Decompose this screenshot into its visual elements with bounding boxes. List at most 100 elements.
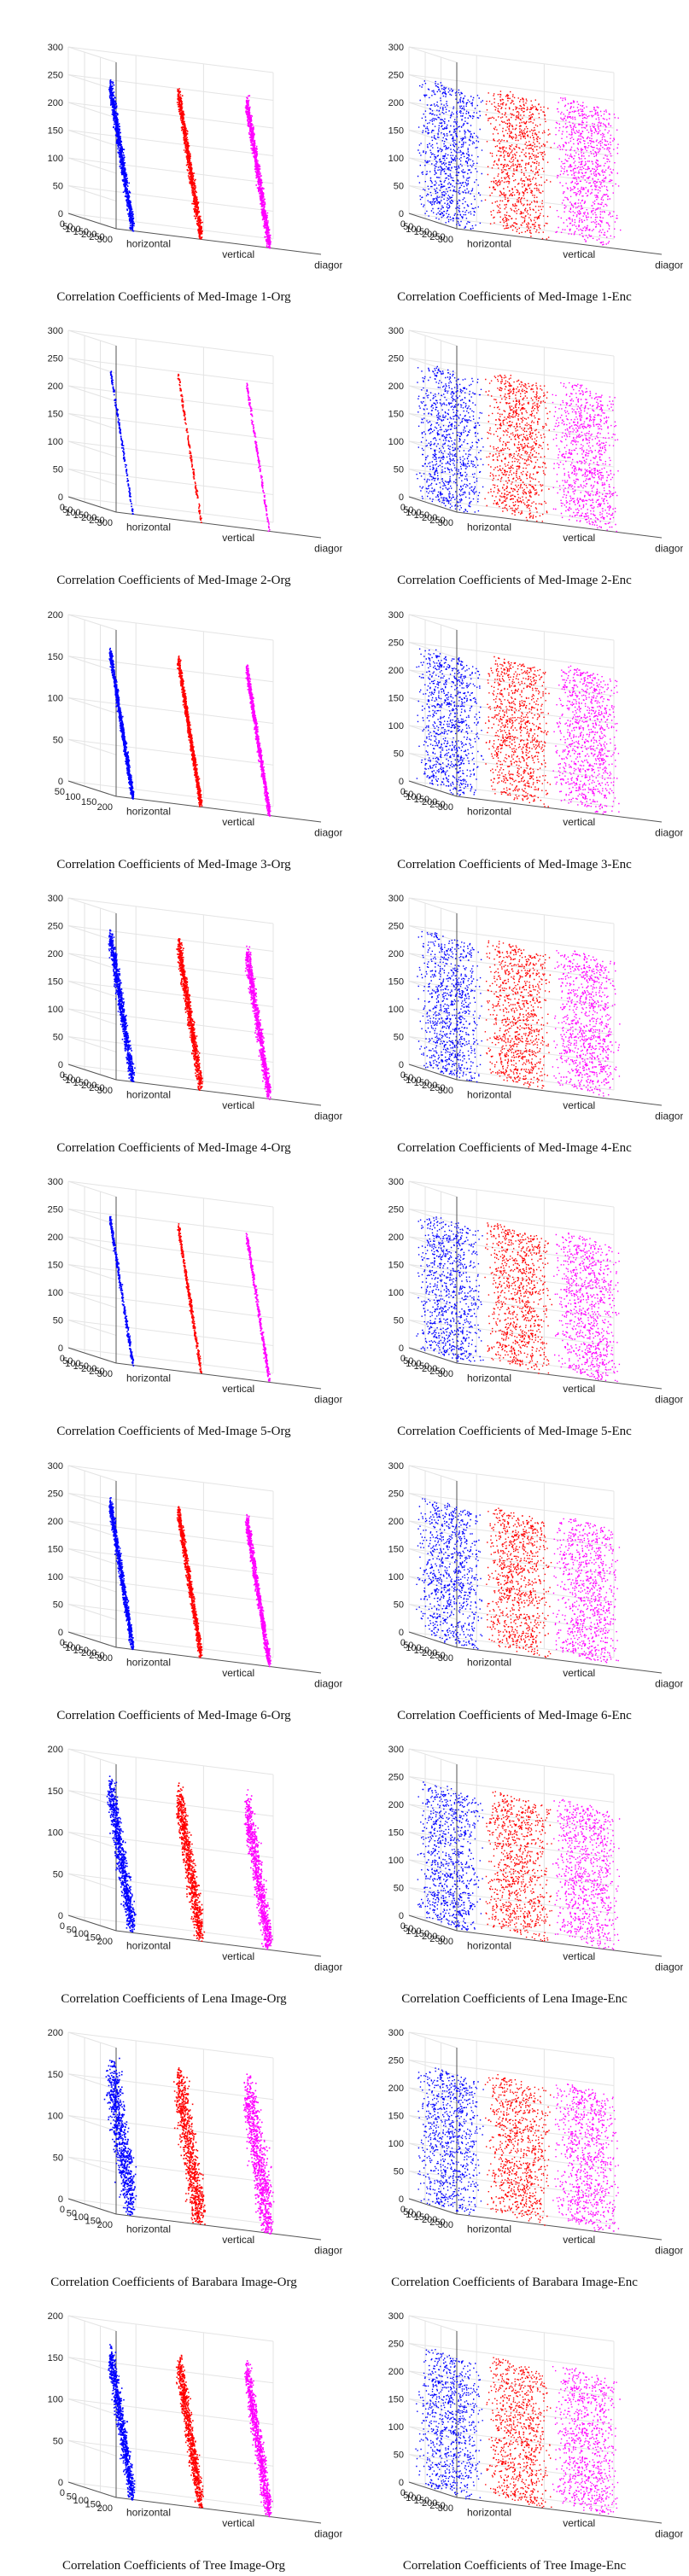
grid-line bbox=[67, 780, 274, 807]
series-diagonal-points bbox=[552, 382, 619, 533]
series-diagonal-points bbox=[244, 1513, 272, 1668]
z-tick-label: 50 bbox=[53, 1316, 63, 1326]
z-axis-label: diagonal bbox=[655, 1677, 683, 1689]
y-tick-label: 100 bbox=[406, 2210, 421, 2220]
y-tick-label: 150 bbox=[414, 1361, 429, 1372]
grid-line bbox=[408, 1493, 458, 1509]
y-tick-label: 300 bbox=[438, 1653, 453, 1664]
axes bbox=[408, 2048, 663, 2241]
z-tick-label: 100 bbox=[48, 154, 63, 164]
grid-line bbox=[408, 185, 458, 201]
grid-line bbox=[67, 1465, 274, 1492]
grid-line bbox=[67, 102, 117, 119]
grid-line bbox=[408, 981, 615, 1007]
z-tick-label: 300 bbox=[48, 43, 63, 53]
axes bbox=[67, 2331, 322, 2524]
grid-line bbox=[67, 656, 117, 673]
y-axis-label: vertical bbox=[563, 2517, 595, 2529]
y-tick-label: 250 bbox=[429, 1083, 445, 1093]
z-tick-label: 300 bbox=[388, 610, 404, 621]
grid-line bbox=[408, 1209, 458, 1225]
series-horizontal-points bbox=[417, 1781, 484, 1932]
y-tick-label: 200 bbox=[97, 1937, 113, 1947]
y-axis-label: vertical bbox=[222, 248, 254, 260]
z-tick-label: 200 bbox=[48, 2028, 63, 2038]
grid-line bbox=[408, 981, 458, 997]
chart-panel: 0 50 100 150 200 250 300 0 50 100 150 200 250 300 hori… bbox=[346, 2011, 683, 2293]
x-axis bbox=[115, 228, 322, 255]
z-tick-label: 300 bbox=[388, 326, 404, 336]
chart-caption: Correlation Coefficients of Barabara Ima… bbox=[391, 2276, 638, 2289]
grid-line bbox=[408, 1576, 458, 1593]
z-tick-label: 100 bbox=[388, 2139, 404, 2149]
grid-line bbox=[67, 925, 117, 941]
z-tick-label: 150 bbox=[388, 126, 404, 137]
grid-line bbox=[408, 897, 615, 924]
grid-line bbox=[408, 925, 615, 952]
grid-line bbox=[408, 157, 458, 174]
chart-panel: 0 50 100 150 200 250 300 0 50 100 150 200 250 300 hori… bbox=[5, 1444, 342, 1726]
y-tick-label: 100 bbox=[406, 1359, 421, 1369]
grid-line bbox=[408, 2171, 458, 2187]
y-tick-label: 0 bbox=[60, 1921, 65, 1932]
z-axis-label: diagonal bbox=[655, 1393, 683, 1405]
z-axis-label: diagonal bbox=[655, 542, 683, 554]
y-tick-label: 200 bbox=[97, 2220, 113, 2230]
y-tick-label: 0 bbox=[60, 2205, 65, 2215]
x-axis-label: horizontal bbox=[467, 1940, 511, 1952]
grid-line bbox=[67, 2439, 274, 2467]
z-tick-label: 250 bbox=[388, 354, 404, 364]
z-axis-label: diagonal bbox=[314, 1677, 342, 1689]
grid-line bbox=[408, 1320, 458, 1336]
grid-line bbox=[408, 2142, 458, 2159]
z-tick-label: 300 bbox=[48, 1461, 63, 1472]
series-horizontal-points bbox=[108, 929, 136, 1082]
y-axis bbox=[67, 1915, 117, 1932]
grid-line bbox=[408, 46, 615, 73]
z-tick-label: 100 bbox=[388, 1005, 404, 1015]
y-tick-label: 50 bbox=[403, 2207, 413, 2218]
y-tick-label: 200 bbox=[81, 1081, 96, 1091]
z-tick-label: 0 bbox=[58, 209, 63, 219]
grid-line bbox=[67, 981, 274, 1007]
grid-line bbox=[408, 1036, 458, 1052]
z-tick-label: 150 bbox=[48, 652, 63, 662]
y-tick-label: 150 bbox=[73, 227, 89, 237]
z-tick-label: 50 bbox=[394, 2451, 404, 2461]
chart-panel: 0 50 100 150 200 0 50 100 150 200 horizontal vertic… bbox=[5, 2011, 342, 2293]
grid-line bbox=[67, 656, 274, 683]
series-vertical-points bbox=[484, 374, 551, 522]
grid-lines bbox=[67, 614, 274, 807]
grid-line bbox=[67, 2398, 117, 2415]
grid-line bbox=[408, 385, 615, 412]
series-vertical-points bbox=[484, 1222, 552, 1374]
y-tick-label: 250 bbox=[89, 232, 104, 242]
grid-line bbox=[67, 1209, 274, 1235]
series-vertical-points bbox=[177, 373, 202, 523]
z-tick-label: 250 bbox=[388, 638, 404, 649]
z-tick-label: 300 bbox=[388, 894, 404, 904]
y-tick-label: 0 bbox=[60, 1638, 65, 1648]
y-tick-label: 250 bbox=[429, 2501, 445, 2511]
y-tick-label: 300 bbox=[438, 518, 453, 528]
grid-line bbox=[67, 1493, 117, 1509]
z-tick-label: 0 bbox=[399, 209, 404, 219]
grid-line bbox=[67, 738, 274, 766]
y-tick-label: 200 bbox=[422, 1648, 437, 1658]
grid-line bbox=[408, 130, 458, 146]
y-axis bbox=[408, 1064, 458, 1081]
y-tick-label: 250 bbox=[429, 1367, 445, 1377]
grid-lines bbox=[67, 2031, 274, 2225]
y-axis bbox=[67, 780, 117, 797]
y-tick-label: 200 bbox=[422, 2498, 437, 2509]
axes bbox=[408, 1481, 663, 1674]
z-tick-label: 0 bbox=[58, 777, 63, 787]
y-tick-label: 100 bbox=[73, 1929, 89, 1939]
y-tick-label: 150 bbox=[81, 797, 96, 807]
y-tick-label: 200 bbox=[422, 1932, 437, 1942]
z-tick-label: 200 bbox=[48, 1517, 63, 1527]
grid-line bbox=[408, 74, 458, 90]
